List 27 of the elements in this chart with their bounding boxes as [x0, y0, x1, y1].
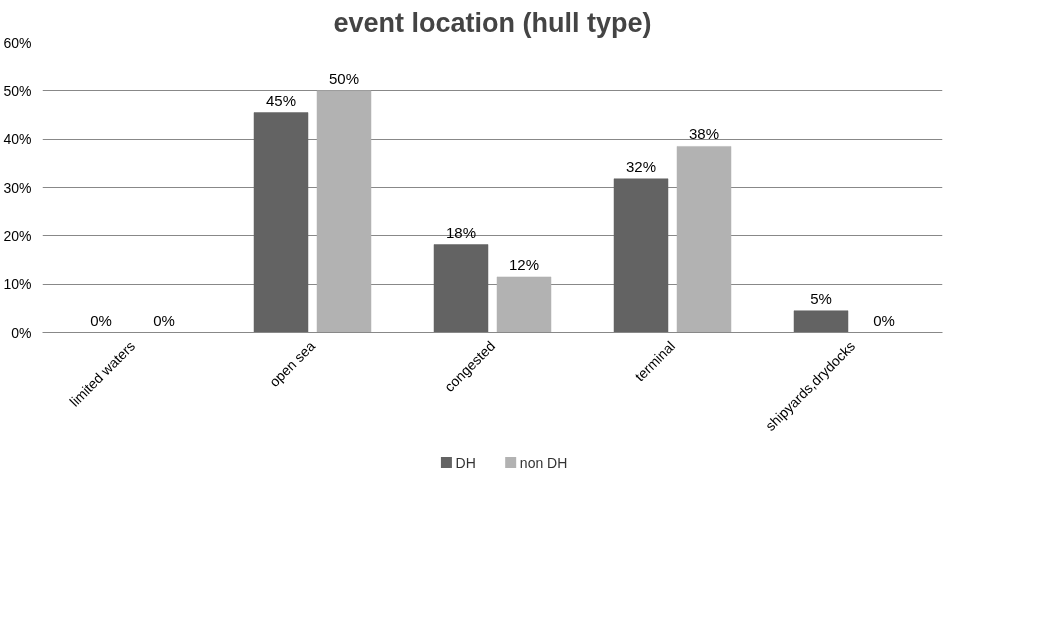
data-label: 50%	[328, 69, 360, 87]
bar	[496, 276, 552, 333]
bar	[253, 112, 309, 333]
data-label: 12%	[508, 255, 540, 273]
bar	[793, 310, 849, 333]
y-tick-label: 60%	[3, 34, 32, 51]
data-label: 5%	[810, 289, 832, 307]
bar	[433, 244, 489, 333]
data-label: 32%	[625, 157, 657, 175]
data-label: 18%	[445, 223, 477, 241]
chart-title: event location (hull type)	[333, 7, 652, 38]
data-label: 0%	[153, 311, 175, 329]
y-tick-label: 10%	[3, 276, 32, 293]
data-label: 0%	[873, 311, 895, 329]
bar	[316, 90, 372, 333]
data-label: 0%	[90, 311, 112, 329]
data-label: 45%	[265, 91, 297, 109]
y-tick-label: 20%	[3, 227, 32, 244]
bar	[613, 178, 669, 333]
y-tick-label: 0%	[11, 324, 32, 341]
legend-label: non DH	[519, 454, 568, 471]
y-tick-label: 50%	[3, 82, 32, 99]
y-tick-label: 30%	[3, 179, 32, 196]
legend-label: DH	[455, 454, 476, 471]
y-tick-label: 40%	[3, 131, 32, 148]
bar	[676, 146, 732, 333]
data-label: 38%	[688, 125, 720, 143]
